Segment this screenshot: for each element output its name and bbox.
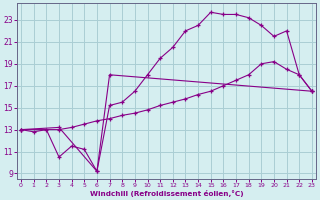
X-axis label: Windchill (Refroidissement éolien,°C): Windchill (Refroidissement éolien,°C) [90,190,243,197]
